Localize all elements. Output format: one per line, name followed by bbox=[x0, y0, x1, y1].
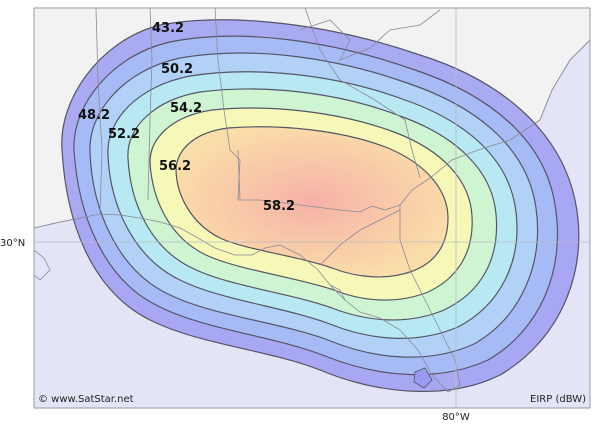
contour-label-group: 43.2 48.2 50.2 52.2 54.2 56.2 58.2 bbox=[78, 21, 295, 214]
latitude-label: 30°N bbox=[0, 238, 25, 249]
map-frame-border bbox=[33, 7, 591, 409]
contour-label-56: 56.2 bbox=[159, 159, 191, 174]
legend-unit-text: EIRP (dBW) bbox=[530, 394, 586, 405]
contour-label-43: 43.2 bbox=[152, 21, 184, 36]
contour-label-50: 50.2 bbox=[161, 62, 193, 77]
borders bbox=[34, 8, 590, 393]
credit-text: © www.SatStar.net bbox=[38, 394, 134, 405]
longitude-label: 80°W bbox=[442, 412, 470, 423]
contour-label-52: 52.2 bbox=[108, 127, 140, 142]
contour-label-58: 58.2 bbox=[263, 199, 295, 214]
contour-label-48: 48.2 bbox=[78, 108, 110, 123]
footprint-contours bbox=[61, 19, 580, 392]
graticule bbox=[34, 8, 590, 408]
contour-58 bbox=[175, 126, 449, 278]
contour-label-54: 54.2 bbox=[170, 101, 202, 116]
